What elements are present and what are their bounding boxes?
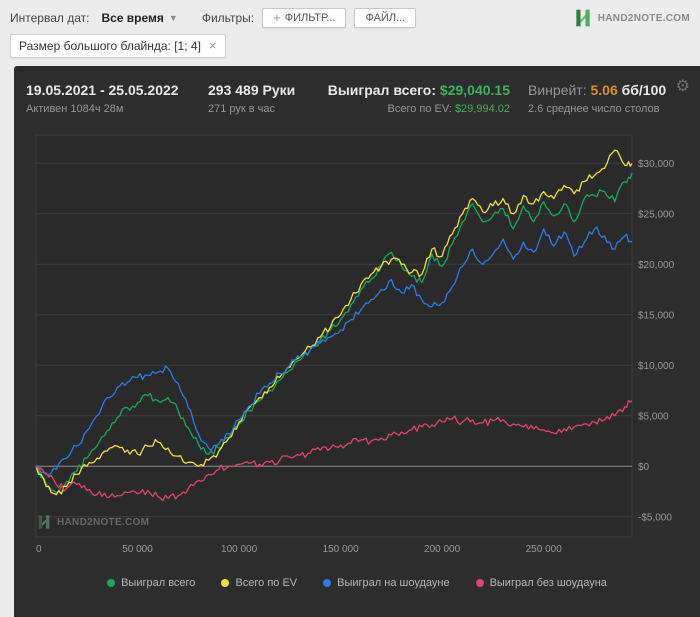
legend-label: Всего по EV [235,577,298,589]
add-filter-label: ФИЛЬТР... [284,12,336,24]
legend-dot [323,579,332,587]
hand2note-logo-text: HAND2NOTE.COM [597,12,690,24]
stat-winrate-block: Винрейт: 5.06 бб/100 2.6 среднее число с… [528,82,666,115]
winrate-line: Винрейт: 5.06 бб/100 [528,82,666,98]
y-tick-label: $5,000 [638,411,669,422]
legend-item[interactable]: Выиграл на шоудауне [323,577,450,589]
hands-count: 293 489 Руки [208,82,296,98]
y-tick-label: $0 [638,462,650,473]
x-tick-label: 150 000 [323,544,360,555]
stat-date-range-block: 19.05.2021 - 25.05.2022 Активен 1084ч 28… [26,82,208,115]
close-icon[interactable]: × [208,38,217,53]
y-tick-label: -$5,000 [638,512,672,523]
winrate-value: 5.06 [590,82,618,98]
winnings-chart[interactable]: -$5,000 $0 $5,000 $10,000 $15,000 $20,000 $25,… [26,127,690,563]
legend-dot [221,579,230,587]
ev-total-label: Всего по EV: [387,103,452,115]
add-filter-button[interactable]: + ФИЛЬТР... [262,8,347,28]
series-line-2 [35,226,633,476]
stat-winnings-block: Выиграл всего: $29,040.15 Всего по EV: $… [320,82,528,115]
legend-item[interactable]: Выиграл всего [107,577,195,589]
legend-item[interactable]: Выиграл без шоудауна [475,577,607,589]
y-tick-label: $20,000 [638,260,675,271]
x-tick-label: 0 [36,544,42,555]
legend-label: Выиграл на шоудауне [337,577,450,589]
filter-chip-label: Размер большого блайнда: [1; 4] [19,39,201,53]
series-line-3 [35,399,633,502]
y-tick-label: $15,000 [638,310,675,321]
hand2note-logo-icon [576,9,590,27]
ev-total-value: $29,994.02 [454,103,510,115]
date-interval-select[interactable]: Все время ▼ [97,9,181,27]
plus-icon: + [273,10,281,25]
date-interval-value: Все время [101,11,164,25]
winrate-unit: бб/100 [621,82,667,98]
file-button-label: ФАЙЛ... [365,12,406,24]
legend-label: Выиграл всего [121,577,196,589]
legend-item[interactable]: Всего по EV [221,577,297,589]
filter-chip[interactable]: Размер большого блайнда: [1; 4] × [10,34,226,58]
chart-container: -$5,000 $0 $5,000 $10,000 $15,000 $20,000 $25,… [14,119,700,568]
file-button[interactable]: ФАЙЛ... [354,8,417,28]
report-panel: ⚙ 19.05.2021 - 25.05.2022 Активен 1084ч … [14,66,700,617]
legend-dot [475,579,484,587]
hand2note-logo: HAND2NOTE.COM [573,8,690,28]
series-line-0 [35,172,633,494]
ev-total-line: Всего по EV: $29,994.02 [320,103,510,115]
x-tick-label: 250 000 [526,544,563,555]
stats-header: 19.05.2021 - 25.05.2022 Активен 1084ч 28… [14,66,700,119]
active-time: Активен 1084ч 28м [26,103,124,115]
legend-label: Выиграл без шоудауна [489,577,607,589]
plot-area [35,134,633,538]
y-tick-label: $30,000 [638,159,675,170]
stat-hands-block: 293 489 Руки 271 рук в час [208,82,320,115]
x-tick-label: 100 000 [221,544,258,555]
legend-dot [107,579,116,587]
winrate-label: Винрейт: [528,82,587,98]
avg-tables: 2.6 среднее число столов [528,103,660,115]
won-total-line: Выиграл всего: $29,040.15 [320,82,510,98]
date-interval-label: Интервал дат: [10,11,90,25]
won-total-label: Выиграл всего: [327,82,437,98]
won-total-value: $29,040.15 [439,82,510,98]
y-tick-label: $10,000 [638,361,675,372]
x-tick-label: 200 000 [424,544,461,555]
series-line-1 [35,149,633,496]
x-tick-label: 50 000 [122,544,153,555]
chart-legend: Выиграл всего Всего по EV Выиграл на шоуда… [14,568,700,595]
top-toolbar: Интервал дат: Все время ▼ Фильтры: + ФИЛ… [0,0,700,32]
filter-chip-row: Размер большого блайнда: [1; 4] × [0,32,700,66]
y-tick-label: $25,000 [638,209,675,220]
chevron-down-icon: ▼ [168,13,178,23]
filters-label: Фильтры: [201,11,255,25]
gear-icon[interactable]: ⚙ [675,78,690,95]
date-range: 19.05.2021 - 25.05.2022 [26,82,179,98]
hands-per-hour: 271 рук в час [208,103,276,115]
